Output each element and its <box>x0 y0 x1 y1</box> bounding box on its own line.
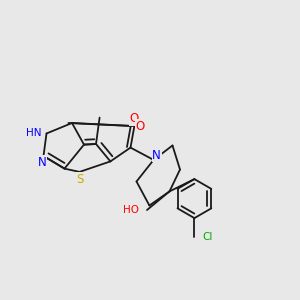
Text: HO: HO <box>124 205 140 215</box>
Text: O: O <box>130 112 139 125</box>
Text: HN: HN <box>26 128 41 139</box>
Text: N: N <box>152 149 161 162</box>
Text: N: N <box>38 155 46 169</box>
Text: O: O <box>136 119 145 133</box>
Text: Cl: Cl <box>202 232 212 242</box>
Text: S: S <box>76 173 83 186</box>
